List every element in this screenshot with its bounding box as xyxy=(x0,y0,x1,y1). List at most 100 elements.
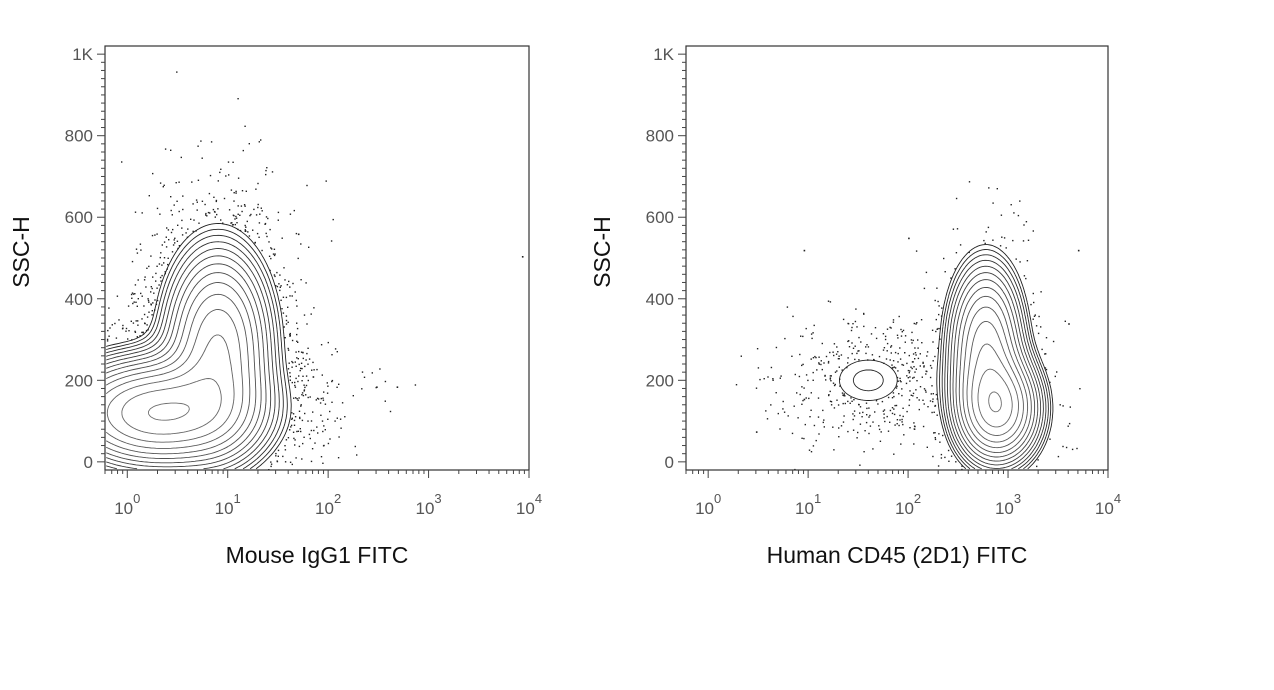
event-dot xyxy=(322,445,325,447)
event-dot xyxy=(210,141,213,143)
event-dot xyxy=(305,384,308,387)
event-dot xyxy=(829,301,832,303)
event-dot xyxy=(770,404,772,406)
event-dot xyxy=(937,300,939,303)
event-dot xyxy=(150,255,152,257)
event-dot xyxy=(850,397,852,399)
event-dot xyxy=(859,406,862,408)
event-dot xyxy=(900,381,902,383)
event-dot xyxy=(889,359,891,361)
event-dot xyxy=(897,337,899,339)
event-dot xyxy=(170,209,172,212)
event-dot xyxy=(291,360,293,363)
event-dot xyxy=(848,340,850,342)
event-dot xyxy=(851,342,853,344)
event-dot xyxy=(146,316,149,318)
event-dot xyxy=(301,458,303,460)
event-dot xyxy=(245,190,247,192)
event-dot xyxy=(182,208,184,211)
y-axis: 0 200 400 600 800 1K xyxy=(646,45,686,472)
event-dot xyxy=(287,306,289,308)
event-dot xyxy=(163,241,166,243)
event-dot xyxy=(1025,221,1028,223)
event-dot xyxy=(846,366,848,369)
event-dot xyxy=(878,355,881,358)
event-dot xyxy=(284,279,286,281)
event-dot xyxy=(874,411,876,413)
event-dot xyxy=(192,203,194,205)
event-dot xyxy=(297,341,299,343)
event-dot xyxy=(310,429,313,432)
event-dot xyxy=(784,337,786,340)
event-dot xyxy=(823,419,825,421)
event-dot xyxy=(932,400,934,403)
event-dot xyxy=(925,391,927,393)
event-dot xyxy=(171,214,173,216)
event-dot xyxy=(889,409,892,412)
event-dot xyxy=(856,326,858,328)
event-dot xyxy=(154,299,156,301)
event-dot xyxy=(144,276,146,278)
x-axis-label: Mouse IgG1 FITC xyxy=(226,542,409,568)
event-dot xyxy=(134,293,136,295)
event-dot xyxy=(311,448,314,450)
event-dot xyxy=(921,376,923,378)
event-dot xyxy=(300,362,303,364)
event-dot xyxy=(898,424,900,427)
event-dot xyxy=(127,338,129,340)
event-dot xyxy=(325,180,327,182)
event-dot xyxy=(237,228,239,231)
event-dot xyxy=(170,231,173,234)
event-dot xyxy=(899,358,902,360)
event-dot xyxy=(331,380,333,383)
event-dot xyxy=(882,410,885,412)
event-dot xyxy=(289,334,291,337)
event-dot xyxy=(916,397,918,399)
event-dot xyxy=(296,305,298,307)
event-dot xyxy=(297,257,299,260)
event-dot xyxy=(892,392,895,394)
event-dot xyxy=(289,429,291,431)
event-dot xyxy=(1037,459,1039,461)
event-dot xyxy=(902,423,904,426)
event-dot xyxy=(810,451,813,453)
event-dot xyxy=(291,339,294,342)
event-dot xyxy=(1003,237,1006,239)
event-dot xyxy=(302,375,304,377)
event-dot xyxy=(389,410,392,413)
event-dot xyxy=(269,269,271,272)
event-dot xyxy=(143,279,146,281)
event-dot xyxy=(280,285,282,287)
event-dot xyxy=(310,460,313,463)
event-dot xyxy=(125,330,127,332)
event-dot xyxy=(304,365,306,368)
event-dot xyxy=(859,412,861,414)
event-dot xyxy=(298,363,300,366)
event-dot xyxy=(920,319,923,321)
event-dot xyxy=(872,448,874,450)
event-dot xyxy=(861,416,863,418)
event-dot xyxy=(284,445,286,447)
event-dot xyxy=(890,352,892,354)
event-dot xyxy=(898,315,900,318)
event-dot xyxy=(170,149,172,151)
event-dot xyxy=(791,432,794,435)
event-dot xyxy=(878,428,881,431)
event-dot xyxy=(1032,292,1034,295)
event-dot xyxy=(260,139,262,141)
x-tick-label: 101 xyxy=(215,491,241,518)
event-dot xyxy=(233,192,235,194)
event-dot xyxy=(897,380,899,382)
event-dot xyxy=(257,203,259,206)
event-dot xyxy=(934,405,936,407)
event-dot xyxy=(219,171,221,174)
event-dot xyxy=(307,420,309,422)
event-dots xyxy=(735,181,1081,470)
event-dot xyxy=(239,229,242,232)
contour-level xyxy=(839,244,1054,470)
event-dot xyxy=(215,199,218,202)
y-tick-label: 800 xyxy=(646,127,674,146)
contour-level xyxy=(955,286,1036,458)
outlier-dot xyxy=(297,233,300,236)
event-dot xyxy=(301,380,303,382)
